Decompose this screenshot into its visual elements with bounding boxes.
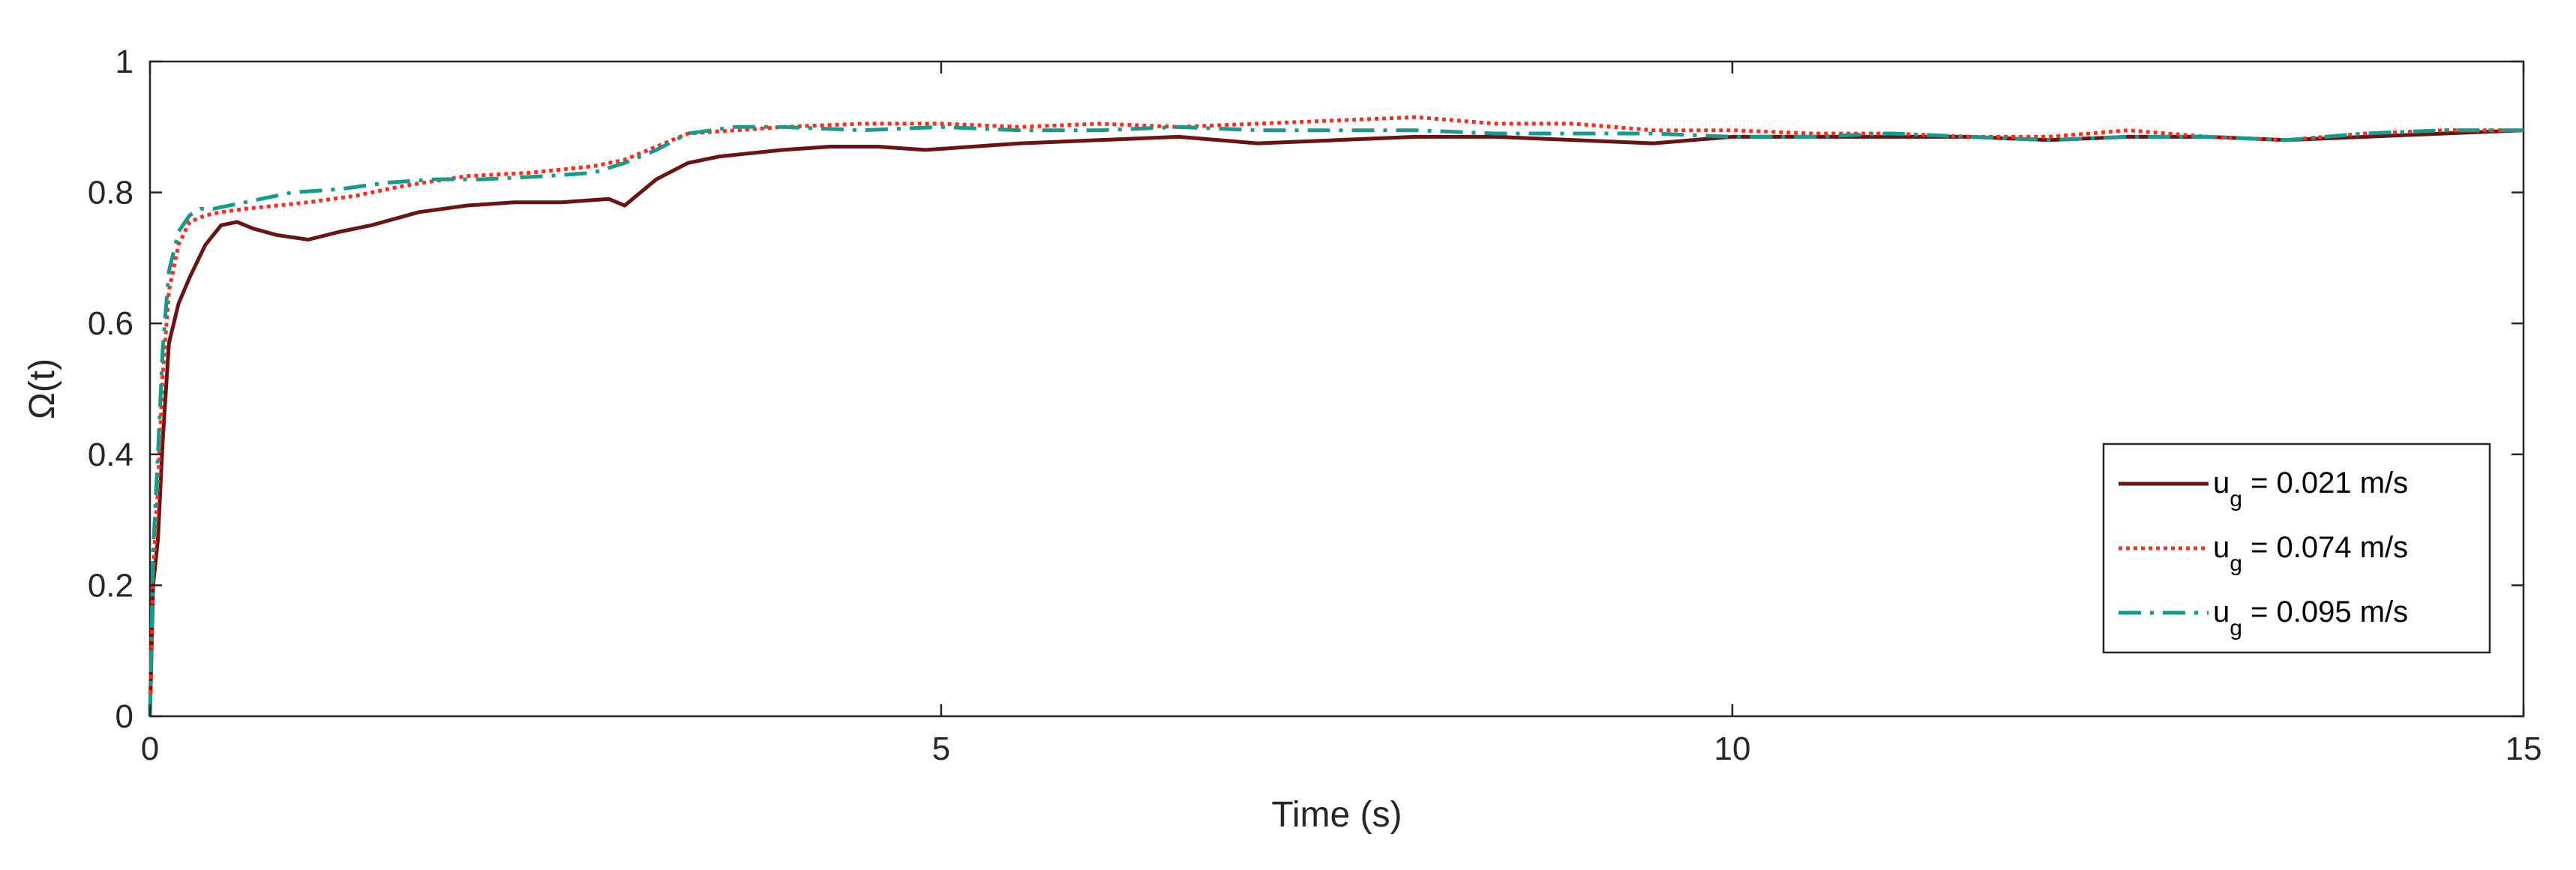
y-tick-label: 0.8 bbox=[88, 175, 133, 212]
legend: ug = 0.021 m/sug = 0.074 m/sug = 0.095 m… bbox=[2102, 442, 2491, 654]
series-line-2 bbox=[148, 115, 2524, 717]
x-tick-label: 15 bbox=[2506, 730, 2542, 767]
x-axis-title: Time (s) bbox=[1271, 795, 1402, 835]
y-tick-label: 0.6 bbox=[88, 305, 133, 342]
y-tick-label: 0.4 bbox=[88, 436, 133, 473]
legend-label-value: = 0.074 m/s bbox=[2242, 531, 2408, 564]
y-tick-label: 0.2 bbox=[88, 567, 133, 604]
y-axis-title: Ω(t) bbox=[22, 358, 62, 419]
legend-label-1: ug = 0.021 m/s bbox=[2213, 466, 2408, 512]
legend-label-value: = 0.021 m/s bbox=[2242, 466, 2408, 500]
x-tick-label: 5 bbox=[932, 730, 950, 767]
legend-label-subscript: g bbox=[2230, 616, 2242, 640]
series-layer bbox=[148, 115, 2524, 717]
legend-label-subscript: g bbox=[2230, 487, 2242, 512]
series-line-3 bbox=[148, 124, 2524, 717]
legend-label-3: ug = 0.095 m/s bbox=[2213, 596, 2408, 640]
legend-label-subscript: g bbox=[2230, 551, 2242, 576]
x-tick-label: 10 bbox=[1714, 730, 1751, 767]
y-tick-label: 1 bbox=[115, 44, 133, 80]
legend-label-value: = 0.095 m/s bbox=[2242, 596, 2408, 628]
x-tick-label: 0 bbox=[141, 730, 159, 767]
legend-label-2: ug = 0.074 m/s bbox=[2213, 531, 2408, 576]
legend-box bbox=[2102, 442, 2491, 654]
legend-label-main: u bbox=[2213, 531, 2230, 564]
tick-layer: 0 5 10 15 0 0.2 0.4 0.6 0.8 1 bbox=[88, 44, 2542, 767]
series-line-1 bbox=[148, 128, 2524, 717]
y-tick-label: 0 bbox=[115, 698, 133, 735]
legend-label-main: u bbox=[2213, 596, 2230, 628]
legend-label-main: u bbox=[2213, 466, 2230, 500]
